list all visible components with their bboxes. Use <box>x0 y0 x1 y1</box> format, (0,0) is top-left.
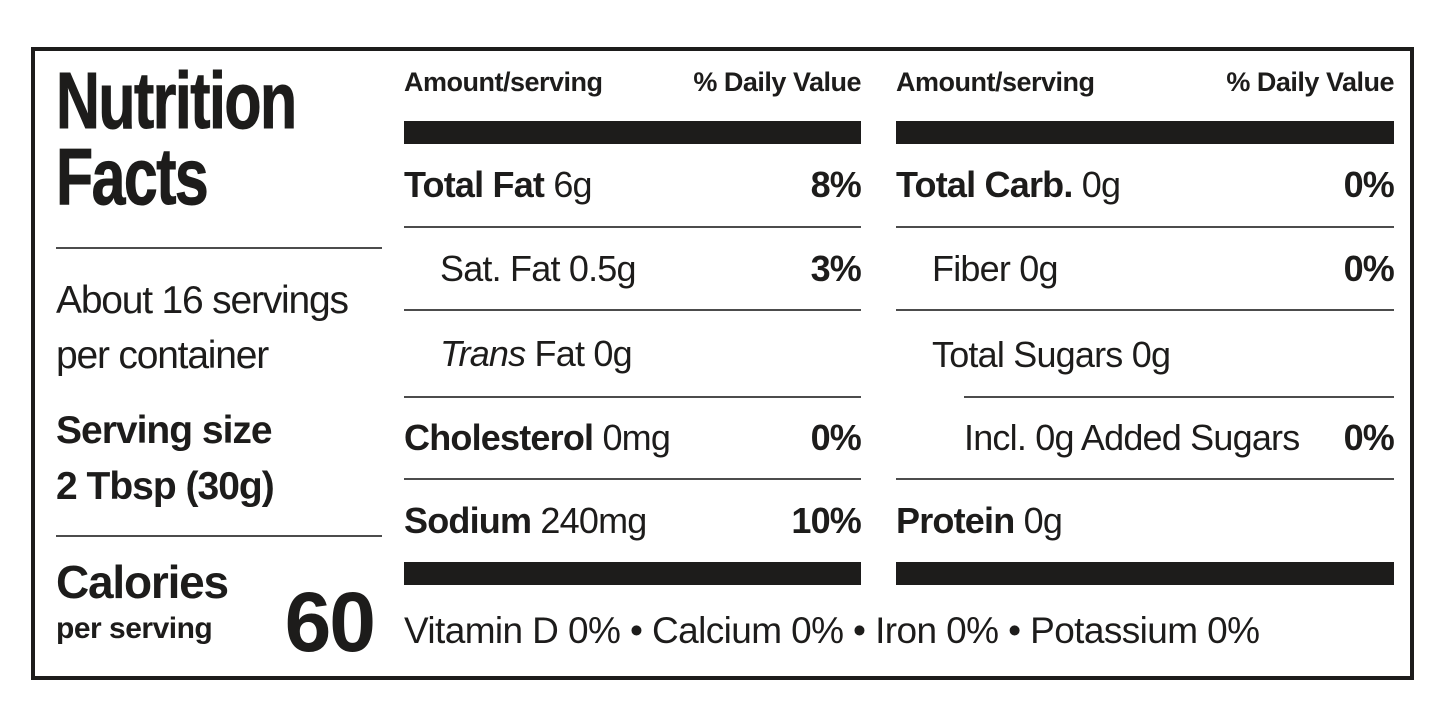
amount-serving-header: Amount/serving <box>404 67 603 97</box>
row-sodium: Sodium 240mg 10% <box>404 480 862 562</box>
nutrient-name: Trans <box>440 332 526 374</box>
nutrient-amount: 0g <box>1072 164 1121 205</box>
row-trans-fat: Trans Fat 0g <box>404 311 861 398</box>
nutrient-amount: 0g <box>1014 500 1063 541</box>
nutrient-amount: 0mg <box>593 417 671 458</box>
nutrient-name: Fiber <box>932 247 1011 289</box>
nutrition-facts-label: Nutrition Facts About 16 servings per co… <box>31 47 1414 680</box>
row-fiber: Fiber 0g 0% <box>896 228 1395 311</box>
middle-top-bar <box>404 121 861 144</box>
servings-line2: per container <box>56 334 269 377</box>
nutrient-name: Protein <box>896 500 1015 541</box>
daily-value-header: % Daily Value <box>1226 67 1394 97</box>
nutrient-amount: 6g <box>544 164 592 205</box>
servings-per-container: About 16 servings per container <box>56 273 349 383</box>
nutrient-name: Sodium <box>404 500 532 541</box>
nutrient-amount: 0g <box>1122 333 1171 375</box>
amount-serving-header: Amount/serving <box>896 67 1095 97</box>
nutrient-name: Cholesterol <box>404 417 594 458</box>
calories-label: Calories <box>56 556 229 608</box>
nutrient-dv: 3% <box>810 247 862 289</box>
title-divider <box>56 247 382 249</box>
nutrient-name: Total Carb. <box>896 164 1073 205</box>
nutrient-dv: 0% <box>810 417 862 458</box>
row-cholesterol: Cholesterol 0mg 0% <box>404 398 862 480</box>
label-title-line2: Facts <box>56 132 210 221</box>
right-bottom-bar <box>896 562 1394 585</box>
serving-size: Serving size 2 Tbsp (30g) <box>56 403 275 515</box>
row-protein: Protein 0g <box>896 480 1394 562</box>
nutrient-amount: Fat 0g <box>525 332 633 374</box>
middle-column-header: Amount/serving % Daily Value <box>404 67 861 98</box>
daily-value-header: % Daily Value <box>693 67 861 97</box>
right-column-header: Amount/serving % Daily Value <box>896 67 1394 98</box>
calories-value: 60 <box>284 575 376 669</box>
right-top-bar <box>896 121 1394 144</box>
left-column: Nutrition Facts About 16 servings per co… <box>56 51 382 676</box>
row-total-fat: Total Fat 6g 8% <box>404 144 862 228</box>
nutrient-name: Sat. Fat <box>440 247 560 289</box>
servings-line1: About 16 servings <box>56 279 349 322</box>
row-total-sugars: Total Sugars 0g <box>896 311 1394 398</box>
calories-block: Calories per serving 60 <box>56 556 382 664</box>
nutrient-name: Total Sugars <box>932 333 1123 375</box>
nutrient-dv: 0% <box>1343 417 1395 458</box>
middle-column: Amount/serving % Daily Value Total Fat 6… <box>404 51 862 676</box>
added-sugars-divider <box>964 396 1394 398</box>
serving-size-value: 2 Tbsp (30g) <box>56 465 275 508</box>
vitamins-minerals-line: Vitamin D 0% • Calcium 0% • Iron 0% • Po… <box>404 610 1260 651</box>
nutrient-dv: 0% <box>1343 164 1395 205</box>
row-total-carb: Total Carb. 0g 0% <box>896 144 1395 228</box>
serving-divider <box>56 535 382 537</box>
serving-size-label: Serving size <box>56 409 273 452</box>
nutrient-name: Total Fat <box>404 164 545 205</box>
nutrient-dv: 0% <box>1343 247 1395 289</box>
nutrient-dv: 8% <box>810 164 862 205</box>
label-title: Nutrition Facts <box>56 56 298 221</box>
nutrient-dv: 10% <box>791 500 861 541</box>
row-sat-fat: Sat. Fat 0.5g 3% <box>404 228 862 311</box>
label-title-line1: Nutrition <box>56 56 298 145</box>
nutrient-amount: 0.5g <box>559 247 637 289</box>
nutrient-name: Incl. 0g Added Sugars <box>964 417 1300 458</box>
middle-bottom-bar <box>404 562 861 585</box>
calories-sub-label: per serving <box>56 612 213 645</box>
right-column: Amount/serving % Daily Value Total Carb.… <box>896 51 1395 676</box>
nutrient-amount: 240mg <box>531 500 647 541</box>
row-added-sugars: Incl. 0g Added Sugars 0% <box>896 398 1395 480</box>
nutrient-amount: 0g <box>1010 247 1058 289</box>
